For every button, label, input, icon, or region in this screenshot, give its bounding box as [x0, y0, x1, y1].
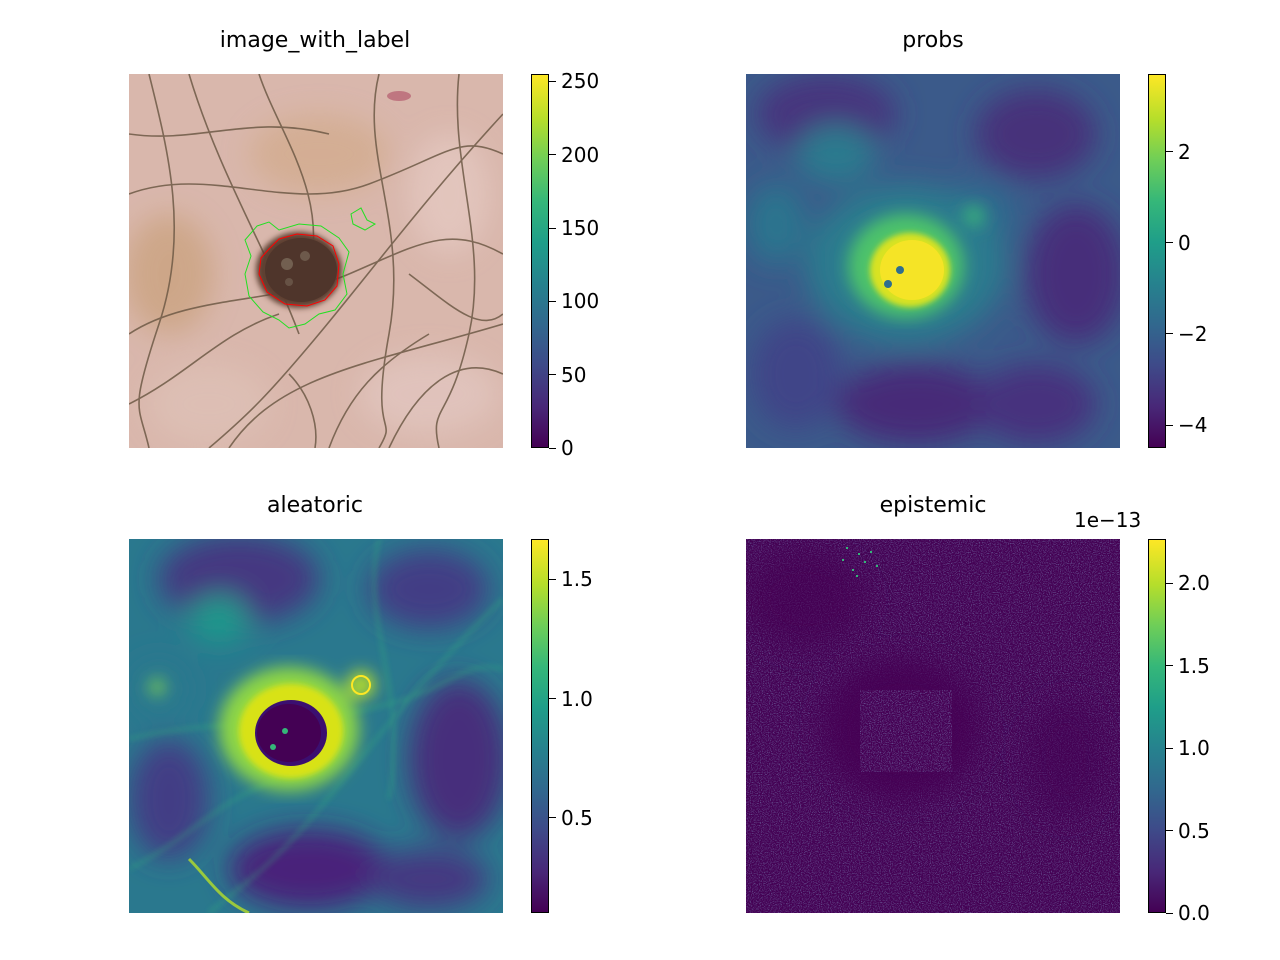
skin-image [129, 74, 503, 448]
colorbar-tick-label: 150 [561, 216, 600, 240]
colorbar-tick [549, 80, 556, 82]
colorbar-tick [1166, 582, 1173, 584]
panel-title-aleatoric: aleatoric [267, 493, 363, 518]
colorbar-tick-label: 2.0 [1178, 571, 1210, 596]
colorbar-tick [549, 374, 556, 376]
aleatoric-heatmap [129, 539, 503, 913]
colorbar-tick [549, 578, 556, 580]
panel-title-image-with-label: image_with_label [219, 28, 411, 53]
probs-heatmap [746, 74, 1120, 448]
colorbar-aleatoric [531, 539, 549, 913]
colorbar-image-with-label [531, 74, 549, 448]
colorbar-tick-label: −2 [1178, 321, 1208, 346]
colorbar-tick-label: 0 [561, 436, 574, 460]
label-contour [258, 233, 340, 307]
colorbar-tick [1166, 424, 1173, 426]
colorbar-tick [1166, 747, 1173, 749]
colorbar-tick [1166, 912, 1173, 914]
colorbar-tick-label: 1.5 [1178, 653, 1210, 678]
panel-title-probs: probs [902, 28, 964, 53]
colorbar-tick [1166, 665, 1173, 667]
colorbar-tick-label: 0 [1178, 230, 1191, 255]
colorbar-tick-label: 1.5 [561, 567, 593, 592]
colorbar-tick-label: 200 [561, 142, 600, 167]
colorbar-tick-label: 1.0 [561, 686, 593, 711]
epistemic-heatmap [746, 539, 1120, 913]
colorbar-tick-label: 250 [561, 69, 600, 94]
colorbar-tick-label: 2 [1178, 139, 1191, 164]
colorbar-tick [1166, 151, 1173, 153]
panel-title-epistemic: epistemic [879, 493, 987, 518]
colorbar-tick [549, 154, 556, 156]
colorbar-tick-label: −4 [1178, 413, 1208, 438]
colorbar-tick [1166, 242, 1173, 244]
prediction-contour [244, 207, 377, 329]
colorbar-tick-label: 100 [561, 289, 600, 314]
colorbar-tick [1166, 333, 1173, 335]
colorbar-tick [549, 817, 556, 819]
colorbar-tick-label: 50 [561, 362, 587, 387]
colorbar-tick-label: 0.5 [561, 805, 593, 830]
colorbar-tick-label: 1.0 [1178, 736, 1210, 761]
colorbar-tick [549, 698, 556, 700]
colorbar-tick-label: 0.0 [1178, 901, 1210, 925]
colorbar-tick-label: 0.5 [1178, 818, 1210, 843]
colorbar-offset-label-epistemic: 1e−13 [1074, 508, 1142, 532]
colorbar-tick [549, 227, 556, 229]
colorbar-epistemic [1148, 539, 1166, 913]
colorbar-probs [1148, 74, 1166, 448]
colorbar-tick [549, 447, 556, 449]
colorbar-tick [549, 300, 556, 302]
colorbar-tick [1166, 830, 1173, 832]
